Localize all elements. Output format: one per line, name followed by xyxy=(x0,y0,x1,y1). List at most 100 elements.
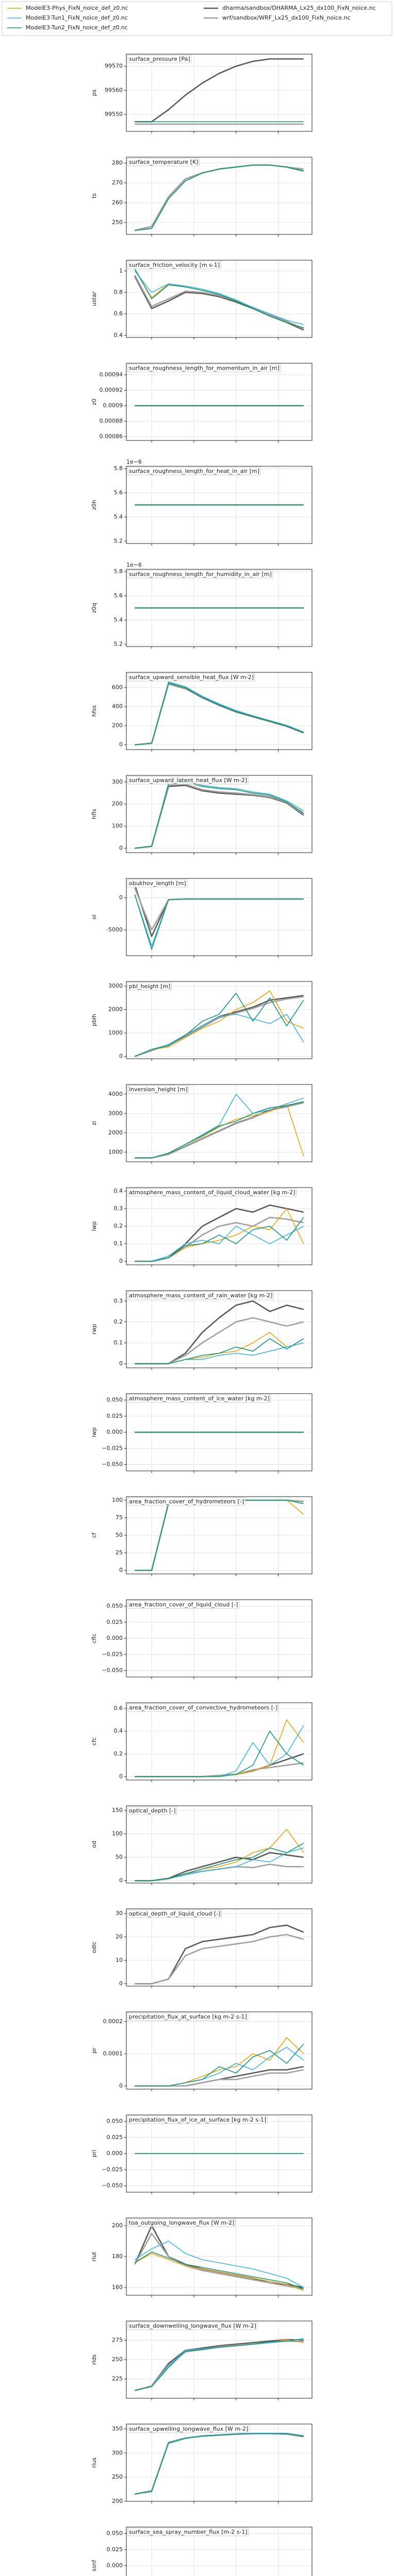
y-axis-label: lwp xyxy=(91,1221,97,1231)
panel-title: surface_sea_spray_number_flux [m-2 s-1] xyxy=(129,2529,248,2535)
y-tick-label: 280 xyxy=(112,160,123,166)
axes-frame xyxy=(126,878,313,956)
series-line xyxy=(134,268,304,329)
y-axis-label: rlut xyxy=(91,2251,97,2262)
series-line xyxy=(134,270,304,325)
y-tick-label: 5.8 xyxy=(114,568,123,575)
y-tick-label: 0.6 xyxy=(114,1705,123,1711)
series-line xyxy=(134,2241,304,2288)
legend-label: ModelE3-Phys_FixN_noice_def_z0.nc xyxy=(26,5,128,11)
panel-title-box xyxy=(127,1806,177,1815)
y-tick-label: 0.0009 xyxy=(103,402,123,409)
y-axis-label: rwp xyxy=(91,1324,97,1335)
y-tick-label: 400 xyxy=(112,703,123,710)
panel-title: precipitation_flux_of_ice_at_surface [kg… xyxy=(129,2116,266,2123)
y-tick-label: 100 xyxy=(112,1497,123,1503)
y-tick-label: 260 xyxy=(112,199,123,206)
series-line xyxy=(134,2253,304,2291)
y-tick-label: 225 xyxy=(112,2376,123,2382)
axes-frame xyxy=(126,1496,313,1574)
panel-title-box xyxy=(127,1291,274,1300)
y-tick-label: 0.2 xyxy=(114,1223,123,1229)
y-tick-label: 1 xyxy=(119,267,123,274)
axes-frame xyxy=(126,1393,313,1471)
y-axis-label: iwp xyxy=(91,1427,97,1437)
y-axis-label: z0 xyxy=(91,399,97,405)
legend-box xyxy=(2,1,392,36)
axes-frame xyxy=(126,1187,313,1265)
y-tick-label: 300 xyxy=(112,2449,123,2456)
y-tick-label: 600 xyxy=(112,684,123,691)
y-tick-label: 250 xyxy=(112,2473,123,2480)
y-tick-label: 4000 xyxy=(108,1091,123,1097)
panel-title-box xyxy=(127,2115,268,2124)
y-tick-label: 0.025 xyxy=(107,1619,123,1625)
axes-frame xyxy=(126,775,313,853)
y-tick-label: 1000 xyxy=(108,1148,123,1155)
y-axis-label: zi xyxy=(91,1121,97,1126)
panel-title: area_fraction_cover_of_liquid_cloud [-] xyxy=(129,1601,238,1608)
panel-title-box xyxy=(127,158,200,166)
panel xyxy=(126,1600,312,1677)
panel-title-box xyxy=(127,1909,222,1918)
panel-title: surface_downwelling_longwave_flux [W m-2… xyxy=(129,2323,256,2329)
panel-title: atmosphere_mass_content_of_rain_water [k… xyxy=(129,1292,272,1299)
series-line xyxy=(135,1013,304,1057)
y-axis-label: ustar xyxy=(91,291,97,306)
panel-title-box xyxy=(127,2321,258,2330)
panel-title-box xyxy=(127,55,192,63)
series-line xyxy=(135,58,304,123)
axes-frame xyxy=(126,2424,313,2502)
axes-frame xyxy=(126,2011,313,2090)
y-tick-label: 0 xyxy=(119,1053,123,1059)
legend-label: dharma/sandbox/DHARMA_Lx25_dx100_FixN_no… xyxy=(222,5,376,11)
y-tick-label: 0.00088 xyxy=(100,418,123,425)
y-axis-label: ssnf xyxy=(91,2560,97,2571)
y-tick-label: 0.4 xyxy=(114,1727,123,1734)
y-tick-label: −0.050 xyxy=(102,1667,123,1674)
y-tick-label: 100 xyxy=(112,1831,123,1837)
y-tick-label: 0.1 xyxy=(114,1240,123,1247)
y-tick-label: 200 xyxy=(112,722,123,729)
axes-frame xyxy=(126,2114,313,2193)
series-line xyxy=(135,990,304,1057)
series-line xyxy=(135,1934,304,1985)
panel xyxy=(126,2424,312,2501)
y-tick-label: 250 xyxy=(112,219,123,226)
y-tick-label: 0.000 xyxy=(107,1635,123,1641)
panel xyxy=(126,878,312,956)
panel-title: atmosphere_mass_content_of_ice_water [kg… xyxy=(129,1395,270,1402)
y-axis-label: ts xyxy=(91,193,97,198)
y-tick-label: 350 xyxy=(112,2425,123,2432)
y-tick-label: 0 xyxy=(119,1360,123,1367)
y-axis-label: cf xyxy=(91,1532,97,1538)
panel-title-box xyxy=(127,1703,279,1712)
y-tick-label: 100 xyxy=(112,823,123,829)
y-axis-label: pblh xyxy=(91,1014,97,1026)
y-tick-label: 0.00086 xyxy=(100,433,123,440)
y-tick-label: 1000 xyxy=(108,1029,123,1036)
y-tick-label: 5.4 xyxy=(114,616,123,623)
y-tick-label: 0.050 xyxy=(107,2530,123,2537)
y-axis-label: z0q xyxy=(91,603,97,613)
axes-frame xyxy=(126,2217,313,2296)
y-tick-label: 200 xyxy=(112,2222,123,2229)
axes-frame xyxy=(126,1908,313,1987)
panel xyxy=(126,1703,312,1780)
axes-frame xyxy=(126,466,313,544)
panel xyxy=(126,466,312,544)
panel-title-box xyxy=(127,982,172,991)
series-line xyxy=(135,1217,304,1262)
y-tick-label: 0.000 xyxy=(107,1429,123,1435)
y-tick-label: 300 xyxy=(112,778,123,785)
panel-title: precipitation_flux_at_surface [kg m-2 s-… xyxy=(129,2013,247,2020)
series-line xyxy=(135,164,304,231)
series-line xyxy=(134,2251,304,2290)
panel xyxy=(126,1909,312,1986)
axes-frame xyxy=(126,260,313,338)
y-tick-label: 0.1 xyxy=(114,1339,123,1346)
axes-frame xyxy=(126,1290,313,1368)
y-tick-label: 10 xyxy=(116,1957,123,1963)
axes-frame xyxy=(126,157,313,235)
panel xyxy=(126,1188,312,1265)
